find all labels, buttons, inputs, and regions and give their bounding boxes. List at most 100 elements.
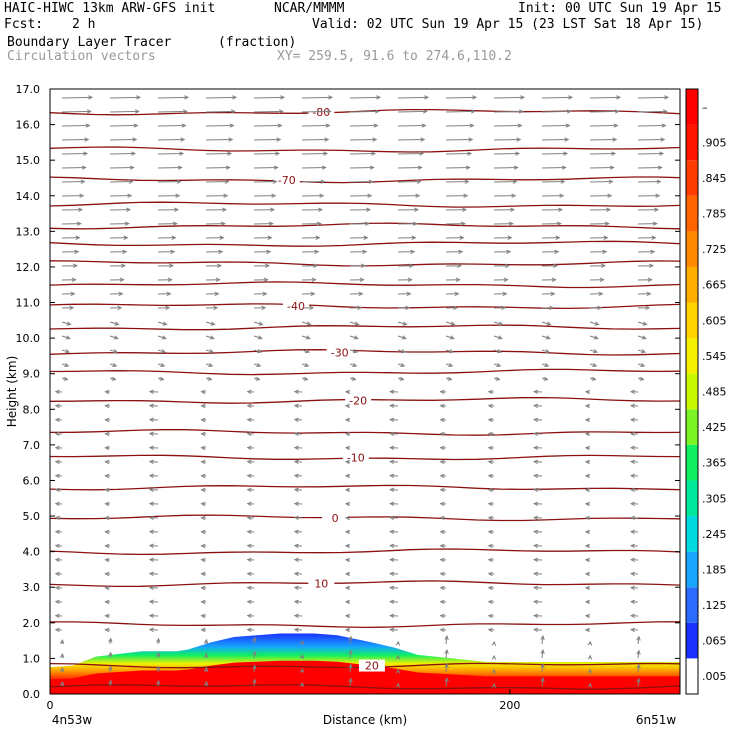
circulation-vector xyxy=(205,95,238,100)
circulation-vector xyxy=(493,362,502,367)
vector-head xyxy=(636,635,641,641)
vector-head xyxy=(517,123,523,128)
colorbar-swatch xyxy=(686,195,698,232)
circulation-vector xyxy=(157,109,188,114)
vector-head xyxy=(54,571,60,577)
vector-head xyxy=(533,473,538,478)
circulation-vector xyxy=(301,109,332,114)
circulation-vector xyxy=(541,362,550,367)
vector-head xyxy=(584,543,590,549)
vector-head xyxy=(120,263,127,268)
circulation-vector xyxy=(397,179,422,184)
circulation-vector xyxy=(397,305,411,311)
y-tick-label: 7.0 xyxy=(23,439,41,452)
vector-head xyxy=(148,627,154,632)
colorbar-label: .125 xyxy=(702,599,727,612)
y-tick-label: 1.0 xyxy=(23,652,41,665)
circulation-vector xyxy=(104,515,111,521)
vector-shaft xyxy=(109,110,139,113)
vector-shaft xyxy=(445,678,448,687)
temperature-contour xyxy=(50,201,680,208)
vector-head xyxy=(533,389,538,394)
circulation-vector xyxy=(54,487,63,493)
vector-head xyxy=(104,431,110,437)
circulation-vector xyxy=(246,487,255,493)
vector-head xyxy=(293,487,299,493)
vector-head xyxy=(218,249,224,254)
vector-head xyxy=(584,445,590,451)
vector-head xyxy=(444,662,449,669)
circulation-vector xyxy=(397,235,417,240)
circulation-vector xyxy=(397,193,421,198)
circulation-vector xyxy=(61,179,86,184)
vector-head xyxy=(487,585,493,591)
vector-head xyxy=(246,543,252,549)
circulation-vector xyxy=(589,291,604,297)
circulation-vector xyxy=(389,515,399,520)
circulation-vector xyxy=(533,487,543,492)
vector-head xyxy=(444,648,449,655)
circulation-vector xyxy=(293,585,303,591)
vector-head xyxy=(591,376,597,381)
circulation-vector xyxy=(637,193,661,198)
vector-head xyxy=(114,321,120,326)
circulation-vector xyxy=(148,571,159,576)
vector-head xyxy=(293,571,299,577)
vector-shaft xyxy=(253,138,281,141)
vector-shaft xyxy=(157,124,186,127)
vector-head xyxy=(344,431,350,437)
vector-shaft xyxy=(445,636,448,645)
circulation-vector xyxy=(301,335,311,340)
vector-head xyxy=(200,431,206,437)
circulation-vector xyxy=(148,501,159,506)
circulation-vector xyxy=(148,557,159,562)
x-tick-label: 200 xyxy=(499,699,520,712)
circulation-vector xyxy=(301,305,315,311)
vector-head xyxy=(203,638,209,644)
vector-head xyxy=(54,487,60,493)
vector-head xyxy=(148,445,154,450)
circulation-vector xyxy=(589,376,597,381)
vector-head xyxy=(552,263,559,268)
circulation-vector xyxy=(589,263,607,268)
circulation-vector xyxy=(253,95,286,100)
circulation-vector xyxy=(637,179,662,184)
circulation-vector xyxy=(397,349,407,354)
vector-head xyxy=(246,501,252,507)
circulation-vector xyxy=(104,627,111,633)
vector-head xyxy=(267,235,273,240)
circulation-vector xyxy=(200,585,207,591)
circulation-vector xyxy=(493,321,504,326)
vector-head xyxy=(54,389,60,395)
vector-head xyxy=(533,571,538,576)
circulation-vector xyxy=(487,501,495,507)
circulation-vector xyxy=(439,445,447,451)
vector-head xyxy=(344,571,350,577)
vector-shaft xyxy=(301,349,310,353)
circulation-vector xyxy=(493,207,516,212)
colorbar-frame xyxy=(685,88,699,695)
vector-head xyxy=(319,193,325,198)
vector-shaft xyxy=(637,335,646,339)
vector-head xyxy=(108,679,113,685)
vector-head xyxy=(293,613,299,619)
vector-shaft xyxy=(637,650,640,659)
circulation-vector xyxy=(444,648,449,659)
vector-head xyxy=(134,109,140,114)
vector-head xyxy=(200,557,206,563)
circulation-vector xyxy=(246,571,255,577)
circulation-vector xyxy=(293,557,303,563)
vector-head xyxy=(472,95,478,100)
vector-head xyxy=(368,179,374,184)
circulation-vector xyxy=(301,291,316,297)
circulation-vector xyxy=(54,599,63,605)
circulation-vector xyxy=(246,613,255,619)
y-tick-label: 16.0 xyxy=(16,119,41,132)
circulation-vector xyxy=(200,627,207,633)
circulation-vector xyxy=(104,543,111,549)
circulation-vector xyxy=(246,389,255,395)
vector-head xyxy=(407,277,413,282)
circulation-vector xyxy=(444,676,449,687)
circulation-vector xyxy=(344,529,351,535)
contour-label-bg xyxy=(308,577,335,590)
